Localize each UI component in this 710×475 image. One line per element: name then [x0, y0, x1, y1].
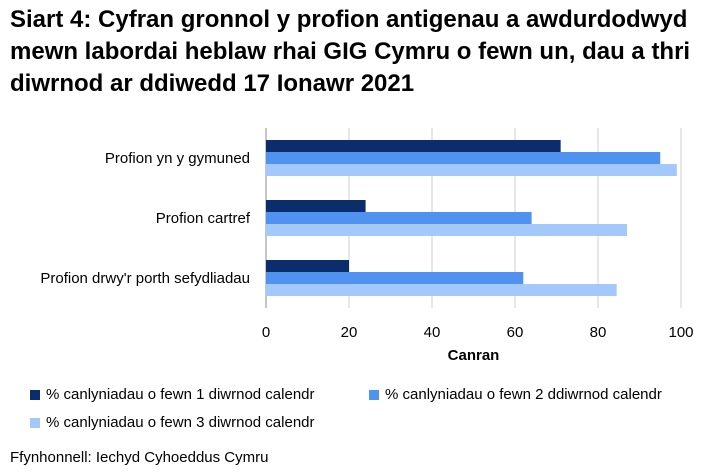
- legend-swatch-3: [30, 417, 40, 428]
- bar-2-series-2: [266, 212, 532, 224]
- x-tick-label-100: 100: [668, 324, 693, 341]
- bar-1-series-2: [266, 152, 661, 164]
- bar-chart: 0 20 40 60 80 100 Profion yn y gymuned Profion …: [40, 128, 694, 364]
- x-tick-label-80: 80: [590, 324, 607, 341]
- chart-title: Siart 4: Cyfran gronnol y profion antige…: [10, 6, 691, 97]
- legend-swatch-2: [369, 389, 379, 400]
- bar-1-series-1: [266, 140, 561, 152]
- legend-label-3: % canlyniadau o fewn 3 diwrnod calendr: [46, 414, 315, 431]
- x-tick-label-0: 0: [262, 324, 270, 341]
- legend-swatch-1: [30, 389, 40, 400]
- source-note: Ffynhonnell: Iechyd Cyhoeddus Cymru: [10, 449, 269, 466]
- category-label-1: Profion yn y gymuned: [105, 150, 250, 167]
- bar-2-series-1: [266, 200, 366, 212]
- x-axis-label: Canran: [448, 347, 500, 364]
- category-label-3: Profion drwy'r porth sefydliadau: [40, 270, 250, 287]
- legend-item-1: % canlyniadau o fewn 1 diwrnod calendr: [30, 386, 315, 403]
- bar-3-series-1: [266, 260, 349, 272]
- x-tick-label-40: 40: [424, 324, 441, 341]
- category-label-2: Profion cartref: [156, 210, 251, 227]
- legend-label-2: % canlyniadau o fewn 2 ddiwrnod calendr: [385, 386, 662, 403]
- bar-3-series-2: [266, 272, 524, 284]
- bar-1-series-3: [266, 164, 677, 176]
- bar-2-series-3: [266, 224, 628, 236]
- legend-label-1: % canlyniadau o fewn 1 diwrnod calendr: [46, 386, 315, 403]
- legend-item-3: % canlyniadau o fewn 3 diwrnod calendr: [30, 414, 315, 431]
- bar-3-series-3: [266, 284, 617, 296]
- x-tick-label-60: 60: [507, 324, 524, 341]
- x-tick-label-20: 20: [341, 324, 358, 341]
- legend-item-2: % canlyniadau o fewn 2 ddiwrnod calendr: [369, 386, 662, 403]
